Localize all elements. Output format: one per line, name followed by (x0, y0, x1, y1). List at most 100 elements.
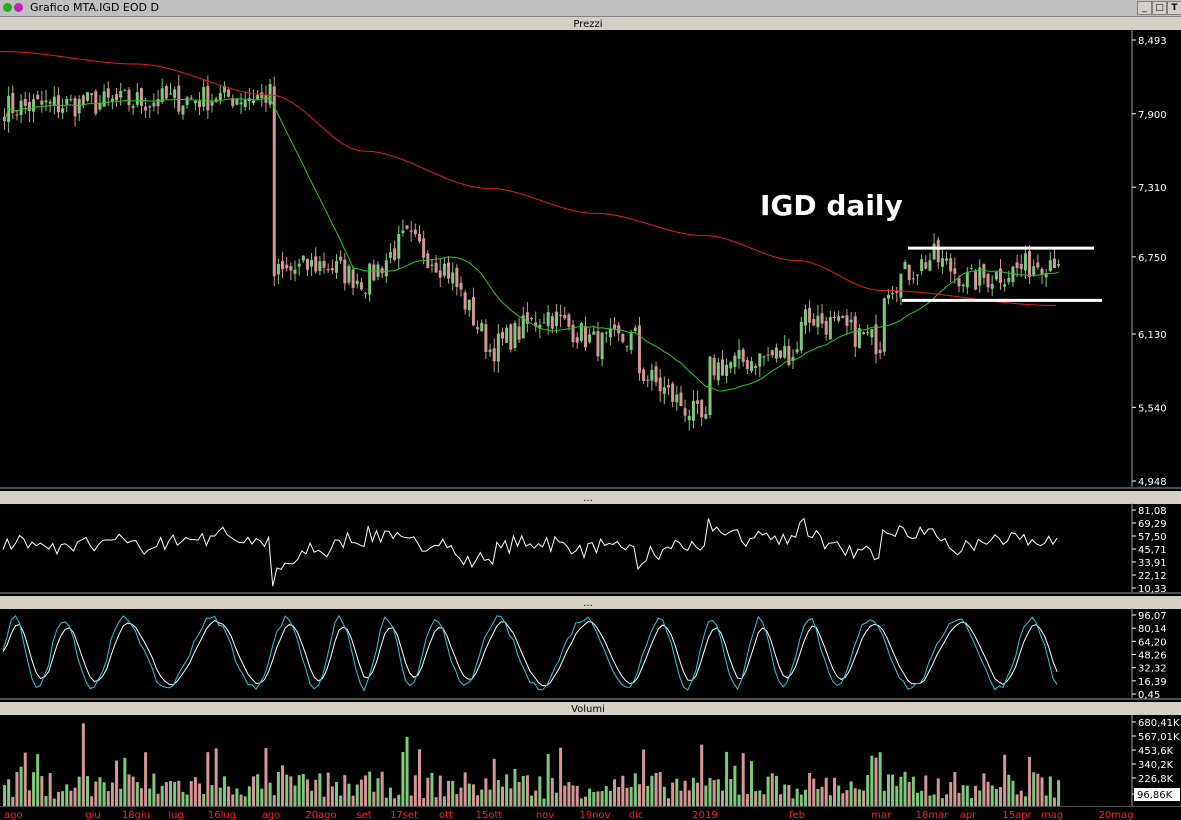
volume-bar (882, 790, 886, 806)
candle-body (484, 324, 488, 352)
panel-title-osc2: ... (583, 598, 593, 609)
volume-bar (202, 793, 206, 806)
volume-bar (430, 772, 434, 806)
volume-bar (982, 773, 986, 806)
candle-body (173, 89, 177, 98)
volume-bar (27, 790, 31, 806)
volume-bar (160, 785, 164, 806)
candle-body (56, 95, 60, 113)
volume-bar (629, 786, 633, 806)
candle-body (729, 362, 733, 369)
volume-bar (335, 781, 338, 806)
minimize-button[interactable]: _ (1137, 1, 1152, 15)
volume-bar (484, 778, 488, 806)
volume-bar (455, 794, 459, 806)
moving-average-short (4, 97, 1059, 392)
volume-bar (110, 782, 114, 806)
volume-bar (957, 792, 961, 806)
volume-bar (579, 798, 583, 806)
candle-body (305, 258, 309, 270)
volume-bar (210, 785, 214, 806)
volume-bar (617, 786, 621, 806)
volume-bar (886, 774, 890, 806)
candle-body (750, 361, 753, 371)
volume-tick-label: 680,41K (1138, 718, 1180, 729)
volume-bar (127, 774, 131, 806)
volume-bar (264, 748, 268, 806)
candle-body (447, 262, 451, 279)
candle-body (978, 267, 982, 286)
volume-bar (467, 783, 471, 806)
volume-tick-label: 567,01K (1138, 732, 1180, 743)
volume-bar (766, 776, 770, 806)
date-label: 2019 (692, 810, 717, 820)
osc2-tick-label: 48,26 (1138, 651, 1167, 662)
volume-bar (642, 749, 646, 806)
volume-bar (812, 778, 816, 806)
date-label: set (356, 810, 371, 820)
date-label: dic (629, 810, 644, 820)
volume-bar (239, 794, 243, 806)
candle-body (895, 290, 899, 293)
date-axis-bg (0, 807, 1181, 820)
volume-bar (422, 797, 426, 806)
volume-bar (584, 796, 587, 806)
candle-body (156, 98, 160, 107)
candle-body (276, 264, 280, 275)
candle-body (696, 400, 700, 404)
volume-bar (559, 747, 563, 806)
volume-bar (650, 775, 654, 806)
candle-body (11, 92, 15, 113)
candle-body (849, 319, 853, 323)
panel-header-vol (0, 702, 1181, 715)
candle-body (285, 264, 289, 269)
candle-body (999, 268, 1002, 283)
volume-bar (899, 776, 903, 806)
candle-body (1044, 272, 1048, 278)
candle-body (675, 394, 679, 403)
candle-body (32, 99, 36, 112)
candle-body (554, 311, 558, 326)
volume-bar (384, 797, 388, 806)
candle-body (293, 269, 297, 274)
candle-body (658, 377, 662, 392)
volume-bar (637, 784, 641, 806)
volume-bar (600, 791, 604, 806)
volume-bar (314, 779, 318, 806)
candle-body (227, 89, 231, 97)
volume-bar (849, 781, 853, 806)
volume-bar (268, 782, 272, 806)
volume-bar (69, 790, 73, 806)
candle-body (198, 101, 202, 107)
candle-body (355, 280, 359, 285)
volume-bar (554, 792, 558, 806)
volume-bar (409, 795, 413, 806)
candle-body (808, 307, 812, 323)
volume-bar (276, 771, 280, 806)
candle-body (774, 347, 778, 359)
candle-body (463, 292, 467, 310)
candle-body (52, 96, 56, 106)
volume-bar (459, 787, 463, 806)
candle-body (131, 106, 135, 108)
volume-bar (32, 772, 36, 806)
volume-bar (442, 796, 446, 806)
volume-bar (98, 777, 102, 806)
candle-body (127, 89, 131, 106)
text-tool-button[interactable]: T (1167, 1, 1181, 15)
volume-bar (463, 772, 467, 806)
volume-bar (949, 781, 953, 806)
volume-bar (791, 798, 795, 806)
volume-bar (198, 783, 202, 806)
maximize-button[interactable]: □ (1152, 1, 1167, 15)
volume-bar (704, 785, 708, 806)
candle-body (343, 259, 347, 284)
candle-body (932, 243, 936, 260)
volume-bar (658, 772, 662, 806)
date-label: 15ott (476, 810, 503, 820)
volume-bar (1040, 777, 1044, 806)
volume-bar (534, 790, 538, 806)
volume-bar (123, 757, 127, 806)
candle-body (231, 98, 235, 107)
osc1-tick-label: 69,29 (1138, 519, 1167, 530)
